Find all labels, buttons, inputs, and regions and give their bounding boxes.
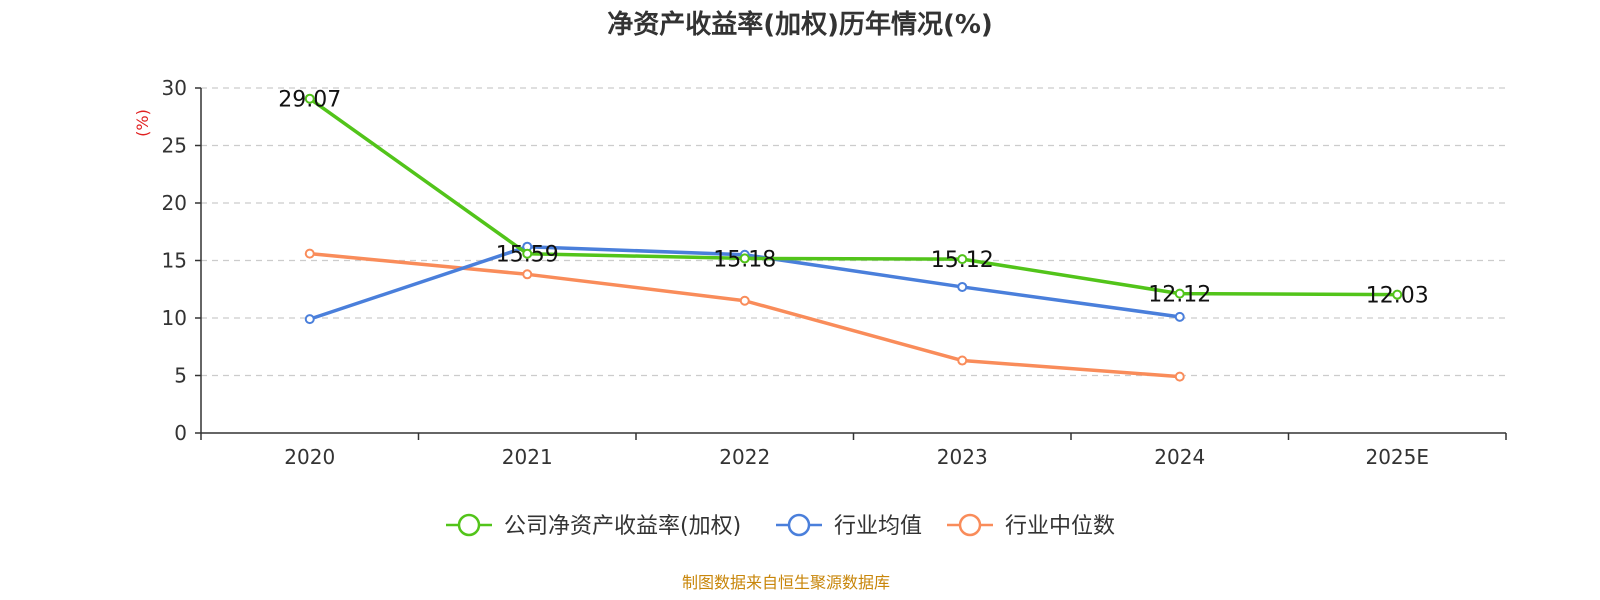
data-label: 12.12	[1148, 283, 1211, 308]
x-tick-label-2025E: 2025E	[1365, 445, 1429, 469]
data-point[interactable]	[957, 355, 968, 366]
y-tick-label: 0	[174, 421, 187, 445]
legend-item-2[interactable]: 行业中位数	[947, 513, 1115, 539]
data-point[interactable]	[1174, 371, 1185, 382]
data-point[interactable]	[957, 254, 968, 265]
data-point[interactable]	[304, 314, 315, 325]
legend[interactable]: 公司净资产收益率(加权) 行业均值 行业中位数	[446, 513, 1115, 539]
y-tick-label: 5	[174, 364, 187, 388]
data-point[interactable]	[304, 248, 315, 259]
x-tick-label-2020: 2020	[284, 445, 335, 469]
data-point[interactable]	[1174, 311, 1185, 322]
series-2	[304, 248, 1185, 382]
y-axis-label: (%)	[133, 109, 152, 137]
data-label: 15.59	[496, 243, 559, 268]
data-label: 15.18	[713, 247, 776, 272]
data-point[interactable]	[1174, 288, 1185, 299]
legend-marker-icon	[958, 513, 982, 537]
legend-label: 公司净资产收益率(加权)	[504, 514, 741, 539]
legend-marker-icon	[457, 513, 481, 537]
y-tick-label: 20	[162, 191, 187, 215]
legend-item-1[interactable]: 行业均值	[776, 513, 922, 539]
x-tick-label-2024: 2024	[1154, 445, 1205, 469]
y-tick-label: 10	[162, 306, 187, 330]
x-tick-label-2021: 2021	[502, 445, 553, 469]
data-point[interactable]	[304, 93, 315, 104]
legend-marker-icon	[787, 513, 811, 537]
legend-label: 行业均值	[834, 514, 922, 539]
data-label: 15.12	[931, 248, 994, 273]
data-label: 12.03	[1366, 284, 1429, 309]
y-tick-label: 25	[162, 134, 187, 158]
data-point[interactable]	[522, 248, 533, 259]
legend-label: 行业中位数	[1005, 514, 1115, 539]
data-point[interactable]	[739, 295, 750, 306]
data-point[interactable]	[1392, 289, 1403, 300]
axes: 0 5 10 15 20 25 30 2020 2021 2022 2023 2024 2025E	[162, 76, 1507, 469]
data-label: 29.07	[278, 88, 341, 113]
y-tick-label: 30	[162, 76, 187, 100]
source-note: 制图数据来自恒生聚源数据库	[682, 573, 890, 592]
series-0	[304, 93, 1403, 300]
data-point[interactable]	[957, 281, 968, 292]
y-tick-label: 15	[162, 249, 187, 273]
data-point[interactable]	[522, 269, 533, 280]
data-point[interactable]	[739, 253, 750, 264]
legend-item-0[interactable]: 公司净资产收益率(加权)	[446, 513, 741, 539]
series-group	[304, 93, 1403, 382]
series-line-0	[308, 97, 1398, 297]
x-tick-label-2022: 2022	[719, 445, 770, 469]
x-tick-label-2023: 2023	[937, 445, 988, 469]
data-labels: 29.07 15.59 15.18 15.12 12.12 12.03	[278, 88, 1428, 309]
chart-title: 净资产收益率(加权)历年情况(%)	[607, 9, 993, 40]
